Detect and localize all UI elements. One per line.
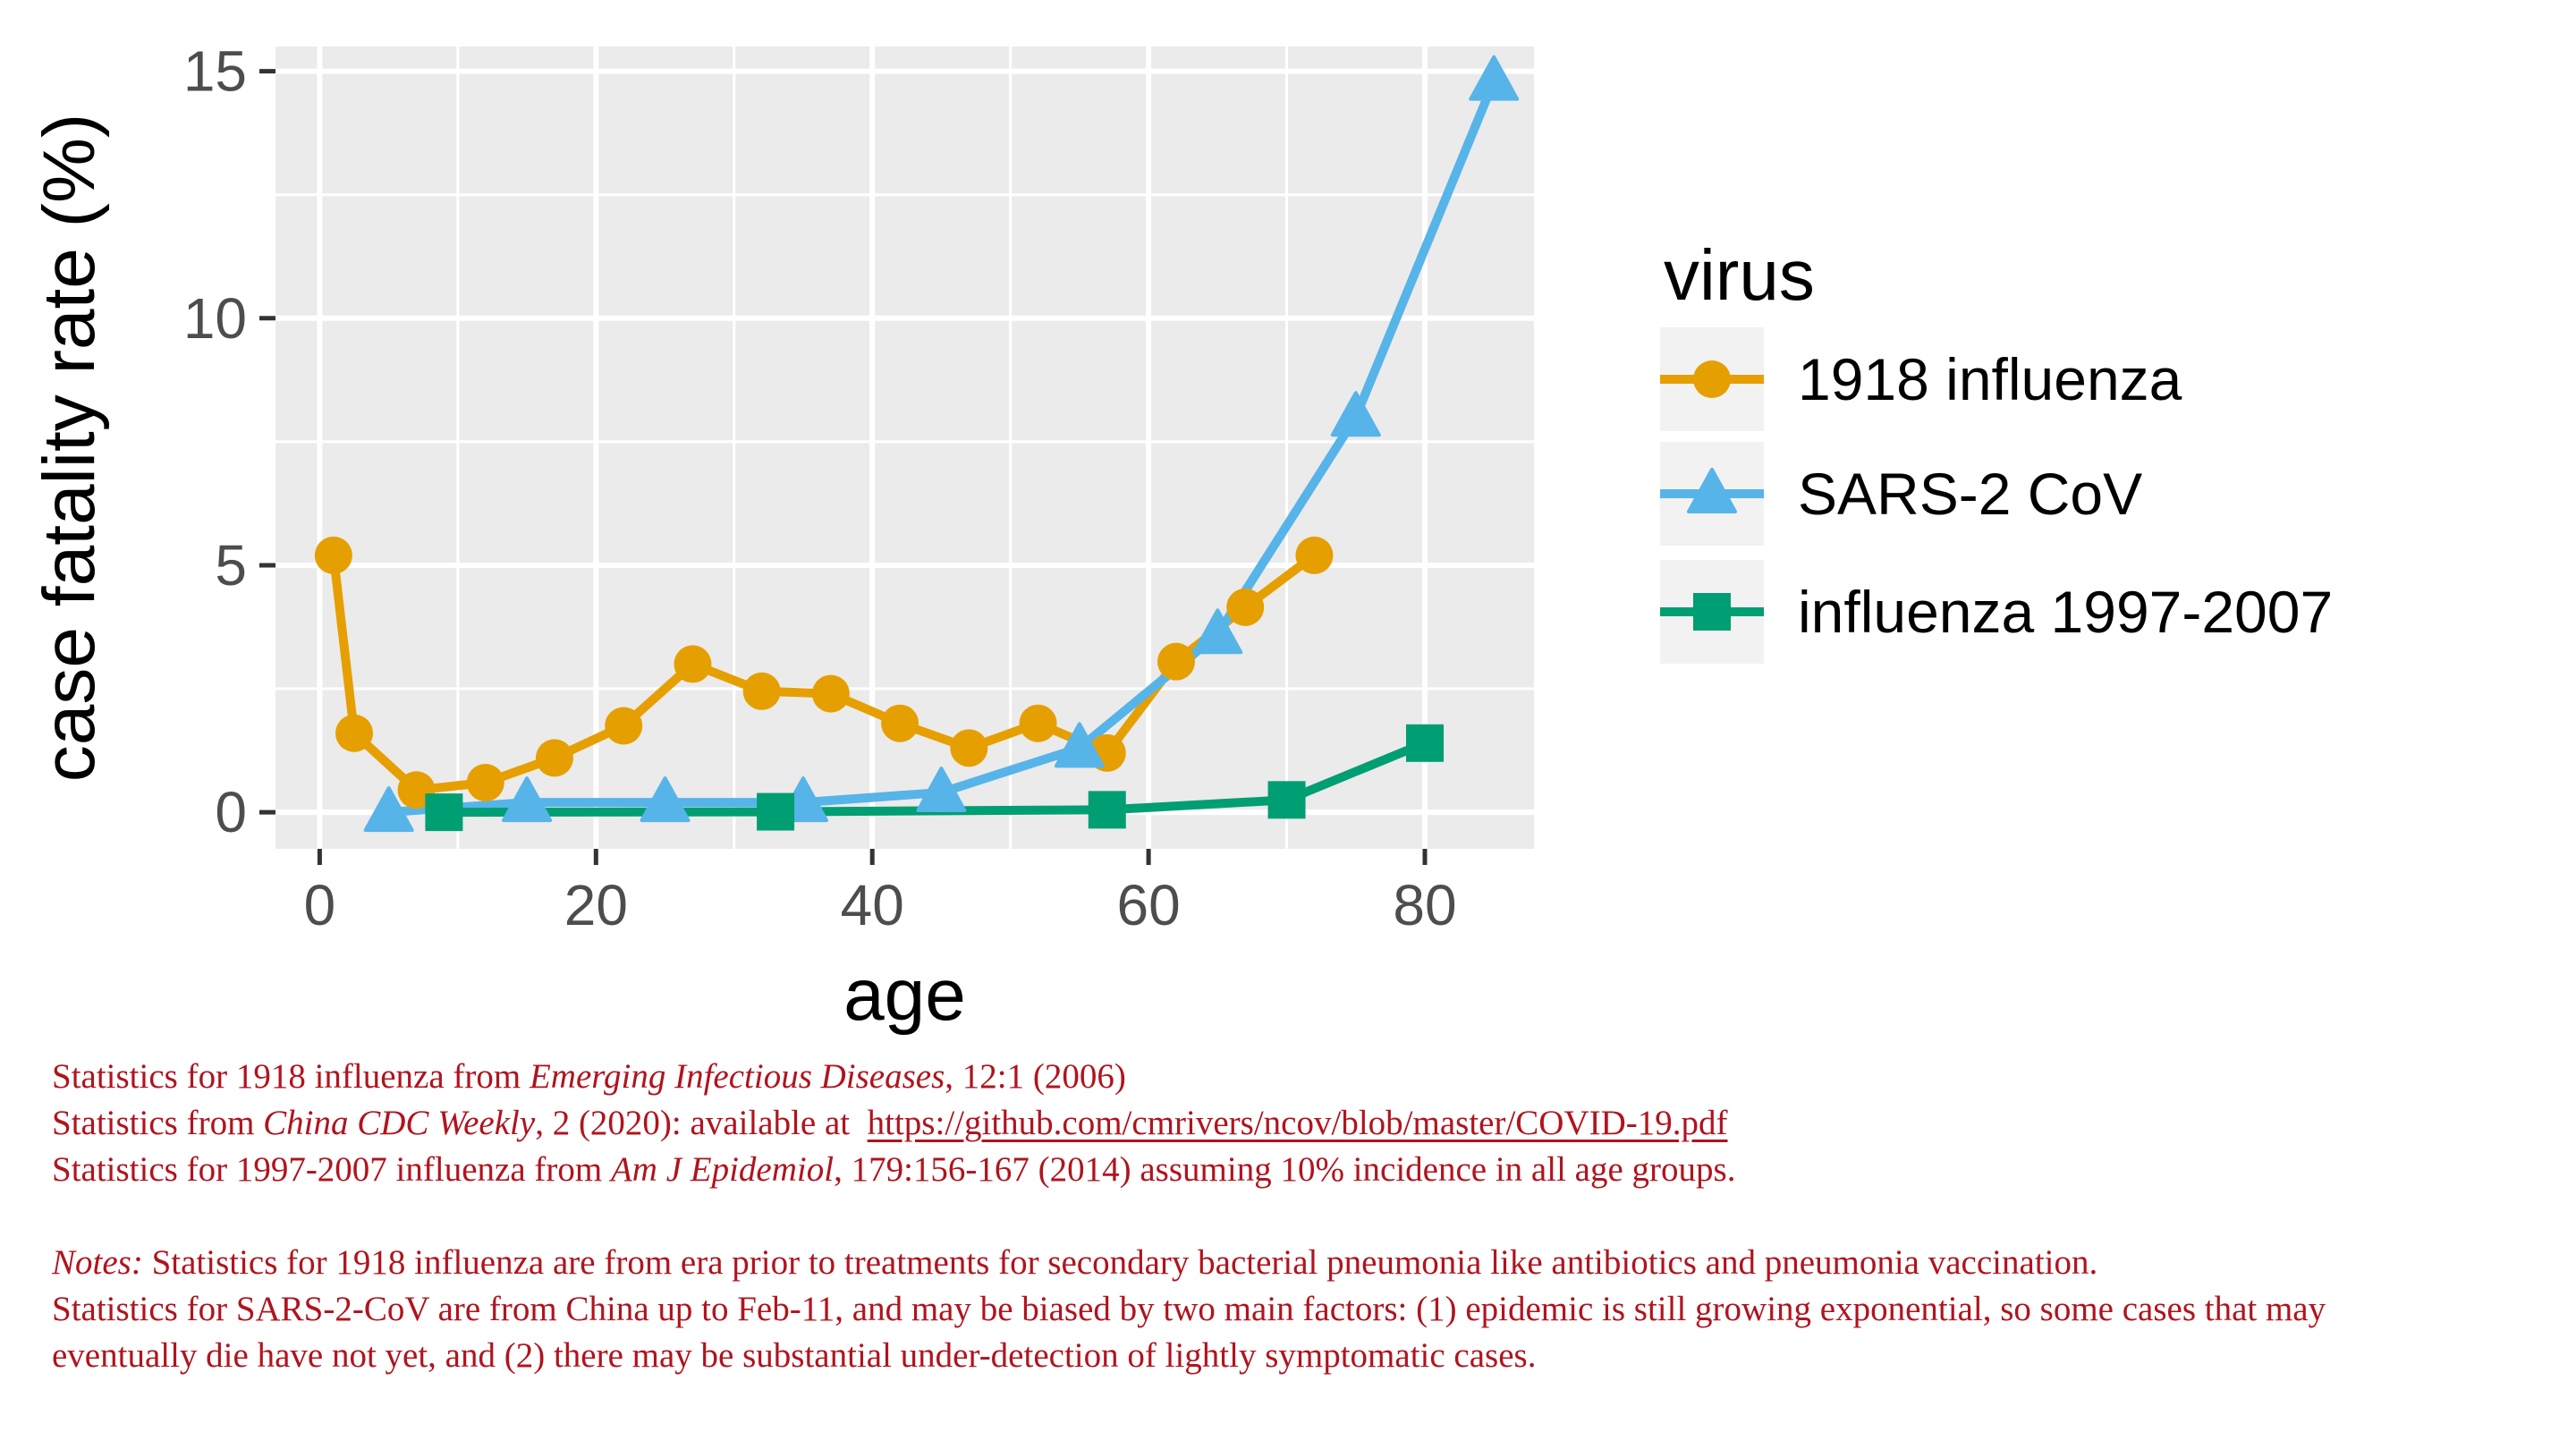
covid-pdf-link[interactable]: https://github.com/cmrivers/ncov/blob/ma… bbox=[867, 1104, 1728, 1142]
circle-marker bbox=[674, 645, 712, 683]
footnote-text: , 2 (2020): available at bbox=[535, 1104, 868, 1142]
cfr-by-age-chart: 0 20 40 60 80 0 5 10 15 age case fatality rate (%)… bbox=[29, 39, 2333, 1036]
triangle-marker bbox=[1330, 391, 1381, 437]
legend-title: virus bbox=[1664, 235, 1815, 315]
footnote-text: Emerging Infectious Diseases bbox=[529, 1057, 945, 1096]
footnote-text: Notes: bbox=[52, 1243, 143, 1282]
circle-marker bbox=[605, 707, 643, 745]
series-line-1918-influenza bbox=[328, 551, 1318, 795]
circle-marker bbox=[742, 672, 781, 710]
legend-item-influenza-1997-2007: influenza 1997-2007 bbox=[1660, 560, 2333, 664]
x-tick-label: 60 bbox=[1117, 873, 1181, 937]
footnote-text: Statistics from bbox=[52, 1104, 264, 1142]
circle-marker bbox=[466, 763, 504, 801]
footnote-text: Statistics for 1918 influenza from bbox=[52, 1057, 530, 1096]
square-marker bbox=[425, 793, 463, 832]
circle-marker bbox=[811, 674, 850, 713]
square-marker bbox=[1267, 781, 1306, 819]
footnote-line: Statistics for 1918 influenza from Emerg… bbox=[52, 1054, 2556, 1100]
triangle-marker bbox=[1054, 722, 1105, 768]
footnote-line: Notes: Statistics for 1918 influenza are… bbox=[52, 1240, 2556, 1286]
legend-label: SARS-2 CoV bbox=[1798, 461, 2142, 527]
triangle-marker bbox=[502, 776, 553, 823]
footnote-line: Statistics from China CDC Weekly, 2 (202… bbox=[52, 1100, 2556, 1147]
circle-marker bbox=[314, 536, 352, 574]
circle-marker bbox=[1693, 360, 1731, 398]
legend-label: influenza 1997-2007 bbox=[1798, 579, 2333, 645]
footnote-line bbox=[52, 1193, 2556, 1240]
series-points-influenza-1997-2007 bbox=[425, 724, 1444, 832]
triangle-marker bbox=[640, 776, 691, 823]
x-tick-label: 0 bbox=[304, 873, 336, 937]
y-tick-label: 5 bbox=[215, 533, 247, 597]
triangle-marker bbox=[1192, 608, 1243, 655]
x-tick-label: 20 bbox=[564, 873, 628, 937]
circle-marker bbox=[1226, 588, 1265, 626]
circle-marker bbox=[1019, 704, 1057, 742]
footnote-text: Statistics for 1997-2007 influenza from bbox=[52, 1150, 611, 1189]
legend-item-sars-2-cov: SARS-2 CoV bbox=[1660, 442, 2142, 546]
footnotes: Statistics for 1918 influenza from Emerg… bbox=[52, 1054, 2556, 1379]
footnote-text: , 179:156-167 (2014) assuming 10% incide… bbox=[834, 1150, 1736, 1189]
y-tick-label: 15 bbox=[183, 39, 247, 104]
circle-marker bbox=[881, 704, 919, 742]
square-marker bbox=[1088, 791, 1126, 829]
circle-marker bbox=[535, 739, 573, 777]
square-marker bbox=[1405, 724, 1444, 762]
square-marker bbox=[1693, 593, 1731, 631]
footnote-line: Statistics for 1997-2007 influenza from … bbox=[52, 1147, 2556, 1193]
series-points-1918-influenza bbox=[314, 536, 1334, 809]
y-axis-title: case fatality rate (%) bbox=[29, 114, 110, 782]
triangle-marker bbox=[916, 767, 967, 813]
footnote-text: Statistics for 1918 influenza are from e… bbox=[142, 1243, 2098, 1282]
x-axis-title: age bbox=[843, 954, 966, 1036]
x-tick-label: 80 bbox=[1393, 873, 1456, 937]
footnote-line: eventually die have not yet, and (2) the… bbox=[52, 1333, 2556, 1379]
footnote-text: China CDC Weekly bbox=[263, 1104, 536, 1142]
y-tick-label: 10 bbox=[183, 286, 247, 351]
triangle-marker bbox=[363, 786, 414, 833]
footnote-text: eventually die have not yet, and (2) the… bbox=[52, 1336, 1537, 1375]
circle-marker bbox=[335, 714, 374, 752]
circle-marker bbox=[1295, 536, 1334, 574]
footnote-line: Statistics for SARS-2-CoV are from China… bbox=[52, 1286, 2556, 1333]
legend-item-1918-influenza: 1918 influenza bbox=[1660, 327, 2182, 431]
footnote-text: Am J Epidemiol bbox=[610, 1150, 835, 1189]
legend-label: 1918 influenza bbox=[1798, 346, 2182, 412]
circle-marker bbox=[950, 729, 988, 767]
x-tick-label: 40 bbox=[841, 873, 904, 937]
footnote-text: , 12:1 (2006) bbox=[945, 1057, 1126, 1096]
y-tick-label: 0 bbox=[215, 780, 247, 844]
circle-marker bbox=[1157, 642, 1195, 681]
square-marker bbox=[757, 792, 795, 831]
triangle-marker bbox=[1687, 468, 1737, 513]
footnote-text: Statistics for SARS-2-CoV are from China… bbox=[52, 1290, 2326, 1328]
triangle-marker bbox=[1469, 55, 1520, 101]
